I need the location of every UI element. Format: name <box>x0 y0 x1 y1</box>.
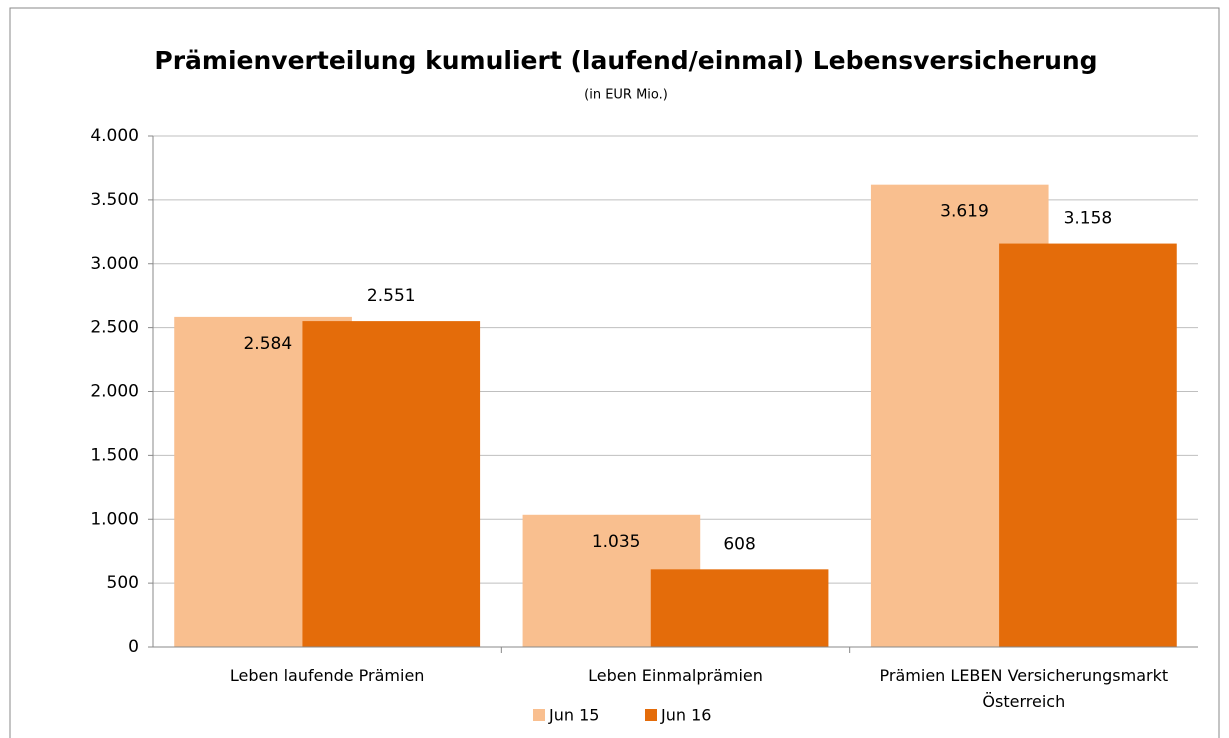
y-tick-label: 2.500 <box>90 318 139 338</box>
x-tick-label: Prämien LEBEN Versicherungsmarkt Österre… <box>879 666 1169 711</box>
legend-label: Jun 16 <box>660 706 711 725</box>
y-tick-label: 0 <box>128 637 139 657</box>
y-tick-label: 500 <box>107 573 139 593</box>
chart-subtitle: (in EUR Mio.) <box>584 88 668 103</box>
y-tick-label: 3.000 <box>90 254 139 274</box>
legend-label: Jun 15 <box>548 706 599 725</box>
bar <box>999 243 1177 648</box>
y-tick-label: 3.500 <box>90 190 139 210</box>
data-label: 1.035 <box>592 532 641 552</box>
legend-swatch <box>533 709 545 721</box>
data-label: 3.619 <box>940 202 989 222</box>
data-label: 3.158 <box>1064 209 1113 229</box>
y-tick-label: 1.000 <box>90 509 139 529</box>
data-label: 2.551 <box>367 286 416 306</box>
x-tick-label: Leben Einmalprämien <box>588 666 763 685</box>
legend-swatch <box>645 709 657 721</box>
y-tick-label: 2.000 <box>90 382 139 402</box>
y-tick-label: 1.500 <box>90 445 139 465</box>
bar <box>302 321 481 647</box>
x-tick-label: Leben laufende Prämien <box>229 666 425 685</box>
bar <box>650 569 829 647</box>
chart-title: Prämienverteilung kumuliert (laufend/ein… <box>154 46 1097 75</box>
y-tick-label: 4.000 <box>90 126 139 146</box>
chart-border <box>9 7 1220 738</box>
data-label: 2.584 <box>243 334 292 354</box>
data-label: 608 <box>723 534 755 554</box>
